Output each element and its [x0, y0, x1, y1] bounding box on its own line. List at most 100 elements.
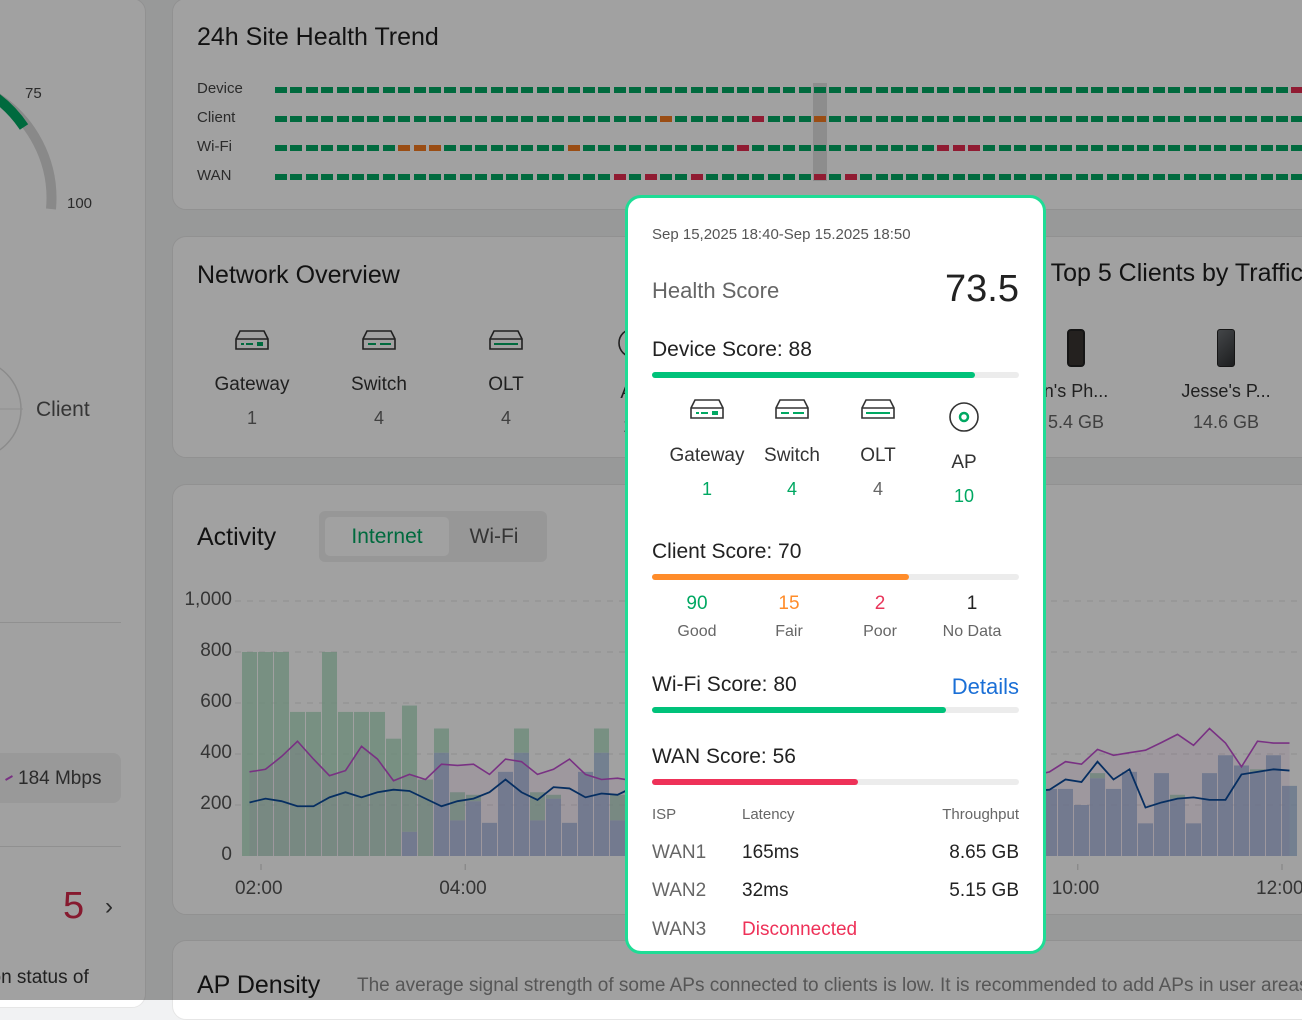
trend-segment-good[interactable]	[352, 87, 364, 93]
trend-segment-good[interactable]	[305, 116, 318, 122]
trend-segment-good[interactable]	[367, 174, 380, 180]
trend-segment-good[interactable]	[1260, 87, 1273, 93]
trend-segment-good[interactable]	[706, 174, 719, 180]
trend-segment-good[interactable]	[860, 145, 873, 151]
trend-segment-good[interactable]	[536, 116, 549, 122]
trend-segment-good[interactable]	[983, 145, 996, 151]
trend-segment-good[interactable]	[613, 87, 626, 93]
trend-segment-good[interactable]	[844, 145, 857, 151]
trend-segment-good[interactable]	[475, 145, 488, 151]
trend-segment-good[interactable]	[921, 145, 934, 151]
trend-segment-good[interactable]	[798, 174, 811, 180]
trend-segment-good[interactable]	[721, 174, 734, 180]
trend-segment-fair[interactable]	[814, 116, 826, 122]
trend-segment-good[interactable]	[721, 87, 734, 93]
trend-segment-good[interactable]	[1091, 145, 1104, 151]
trend-segment-good[interactable]	[413, 116, 426, 122]
trend-segment-good[interactable]	[998, 145, 1011, 151]
trend-segment-good[interactable]	[598, 145, 611, 151]
trend-segment-good[interactable]	[475, 87, 488, 93]
trend-segment-good[interactable]	[875, 116, 888, 122]
trend-segment-good[interactable]	[629, 116, 642, 122]
trend-segment-good[interactable]	[352, 145, 364, 151]
trend-segment-good[interactable]	[1214, 116, 1227, 122]
trend-segment-good[interactable]	[1245, 87, 1258, 93]
trend-segment-good[interactable]	[305, 174, 318, 180]
trend-segment-good[interactable]	[752, 87, 765, 93]
trend-segment-good[interactable]	[367, 87, 380, 93]
trend-segment-fair[interactable]	[429, 145, 441, 151]
trend-segment-good[interactable]	[690, 145, 703, 151]
trend-segment-good[interactable]	[490, 87, 503, 93]
trend-segment-good[interactable]	[1291, 145, 1302, 151]
trend-segment-poor[interactable]	[737, 145, 749, 151]
trend-segment-good[interactable]	[798, 116, 811, 122]
trend-segment-good[interactable]	[336, 116, 349, 122]
trend-segment-good[interactable]	[583, 87, 595, 93]
trend-segment-good[interactable]	[429, 87, 441, 93]
trend-segment-good[interactable]	[1152, 174, 1165, 180]
trend-segment-good[interactable]	[1029, 145, 1042, 151]
trend-segment-good[interactable]	[552, 116, 565, 122]
trend-segment-good[interactable]	[321, 145, 334, 151]
trend-segment-good[interactable]	[567, 116, 580, 122]
trend-segment-good[interactable]	[860, 174, 873, 180]
trend-segment-good[interactable]	[598, 87, 611, 93]
trend-segment-good[interactable]	[875, 87, 888, 93]
trend-segment-good[interactable]	[552, 174, 565, 180]
trend-segment-good[interactable]	[721, 145, 734, 151]
trend-segment-good[interactable]	[1075, 174, 1088, 180]
trend-segment-poor[interactable]	[937, 145, 950, 151]
trend-segment-good[interactable]	[398, 87, 411, 93]
trend-segment-good[interactable]	[783, 116, 796, 122]
trend-segment-good[interactable]	[1029, 116, 1042, 122]
trend-segment-good[interactable]	[1183, 174, 1196, 180]
trend-segment-good[interactable]	[490, 145, 503, 151]
trend-segment-good[interactable]	[305, 145, 318, 151]
trend-segment-good[interactable]	[767, 116, 780, 122]
trend-segment-good[interactable]	[536, 87, 549, 93]
trend-segment-good[interactable]	[798, 145, 811, 151]
trend-segment-good[interactable]	[321, 116, 334, 122]
trend-segment-good[interactable]	[459, 87, 472, 93]
trend-segment-good[interactable]	[860, 87, 873, 93]
trend-segment-good[interactable]	[706, 87, 719, 93]
trend-segment-good[interactable]	[1276, 145, 1288, 151]
trend-segment-good[interactable]	[1260, 116, 1273, 122]
trend-segment-good[interactable]	[583, 116, 595, 122]
alert-count[interactable]: 5	[63, 885, 85, 927]
trend-segment-good[interactable]	[721, 116, 734, 122]
trend-segment-good[interactable]	[521, 116, 534, 122]
trend-segment-good[interactable]	[1183, 87, 1196, 93]
overview-olt[interactable]: OLT 4	[451, 329, 561, 429]
trend-segment-good[interactable]	[321, 87, 334, 93]
trend-segment-good[interactable]	[1045, 145, 1057, 151]
trend-segment-good[interactable]	[536, 145, 549, 151]
trend-segment-good[interactable]	[891, 145, 903, 151]
trend-segment-fair[interactable]	[413, 145, 426, 151]
trend-segment-good[interactable]	[1199, 116, 1211, 122]
trend-segment-good[interactable]	[506, 145, 518, 151]
trend-segment-good[interactable]	[1137, 87, 1150, 93]
trend-segment-good[interactable]	[475, 174, 488, 180]
trend-segment-good[interactable]	[937, 116, 950, 122]
trend-segment-good[interactable]	[336, 174, 349, 180]
trend-segment-good[interactable]	[875, 174, 888, 180]
trend-segment-good[interactable]	[429, 174, 441, 180]
trend-segment-good[interactable]	[536, 174, 549, 180]
trend-segment-good[interactable]	[798, 87, 811, 93]
trend-segment-good[interactable]	[783, 87, 796, 93]
trend-segment-good[interactable]	[552, 145, 565, 151]
trend-segment-good[interactable]	[552, 87, 565, 93]
trend-segment-good[interactable]	[983, 116, 996, 122]
trend-segment-good[interactable]	[1014, 116, 1027, 122]
trend-segment-good[interactable]	[644, 87, 657, 93]
trend-segment-good[interactable]	[767, 87, 780, 93]
trend-segment-good[interactable]	[1260, 145, 1273, 151]
trend-segment-good[interactable]	[998, 87, 1011, 93]
trend-segment-good[interactable]	[983, 174, 996, 180]
trend-segment-good[interactable]	[1075, 145, 1088, 151]
trend-segment-poor[interactable]	[644, 174, 657, 180]
trend-segment-good[interactable]	[644, 116, 657, 122]
trend-segment-good[interactable]	[968, 174, 980, 180]
